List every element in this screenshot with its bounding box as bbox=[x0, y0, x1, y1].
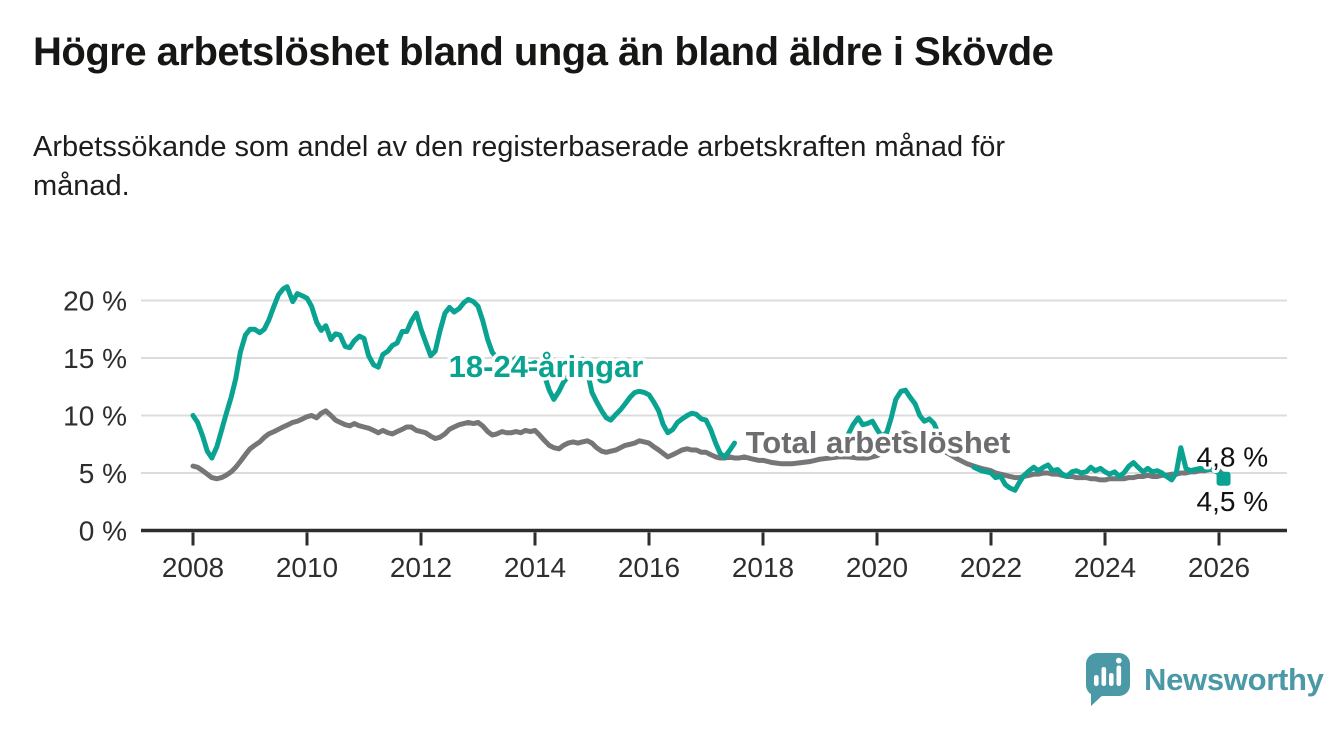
x-tick-label: 2016 bbox=[618, 552, 680, 583]
series-line-youth bbox=[971, 445, 1227, 493]
series-youth bbox=[190, 284, 1231, 493]
y-tick-label: 0 % bbox=[79, 516, 127, 547]
y-tick-label: 20 % bbox=[63, 286, 127, 317]
chart-subtitle: Arbetssökande som andel av den registerb… bbox=[33, 131, 1006, 203]
chart-title: Högre arbetslöshet bland unga än bland ä… bbox=[33, 30, 1054, 74]
x-tick-label: 2024 bbox=[1074, 552, 1136, 583]
y-tick-label: 15 % bbox=[63, 343, 127, 374]
newsworthy-logo: Newsworthy bbox=[1085, 652, 1324, 708]
newsworthy-logo-text: Newsworthy bbox=[1144, 662, 1324, 697]
latest-value-label-total: 4,8 % bbox=[1197, 441, 1269, 472]
x-tick-label: 2014 bbox=[504, 552, 566, 583]
series-label-youth: 18-24-åringar bbox=[449, 349, 644, 384]
gridlines: 0 % 5 % 10 % 15 % 20 % bbox=[63, 286, 1287, 547]
x-tick-label: 2008 bbox=[162, 552, 224, 583]
series-line-youth bbox=[846, 387, 942, 439]
y-tick-label: 5 % bbox=[79, 458, 127, 489]
x-tick-label: 2026 bbox=[1188, 552, 1250, 583]
series-line-youth bbox=[190, 284, 737, 461]
x-tick-label: 2020 bbox=[846, 552, 908, 583]
x-tick-label: 2012 bbox=[390, 552, 452, 583]
x-axis: 2008 2010 2012 2014 2016 2018 2020 2022 2024 2026 bbox=[141, 528, 1287, 583]
newsworthy-chart-bubble-icon bbox=[1086, 653, 1130, 706]
x-tick-label: 2022 bbox=[960, 552, 1022, 583]
latest-point-marker-youth bbox=[1216, 471, 1231, 486]
x-tick-label: 2010 bbox=[276, 552, 338, 583]
y-tick-label: 10 % bbox=[63, 401, 127, 432]
series-label-total: Total arbetslöshet bbox=[746, 425, 1011, 460]
latest-value-label-youth: 4,5 % bbox=[1197, 486, 1269, 517]
x-tick-label: 2018 bbox=[732, 552, 794, 583]
